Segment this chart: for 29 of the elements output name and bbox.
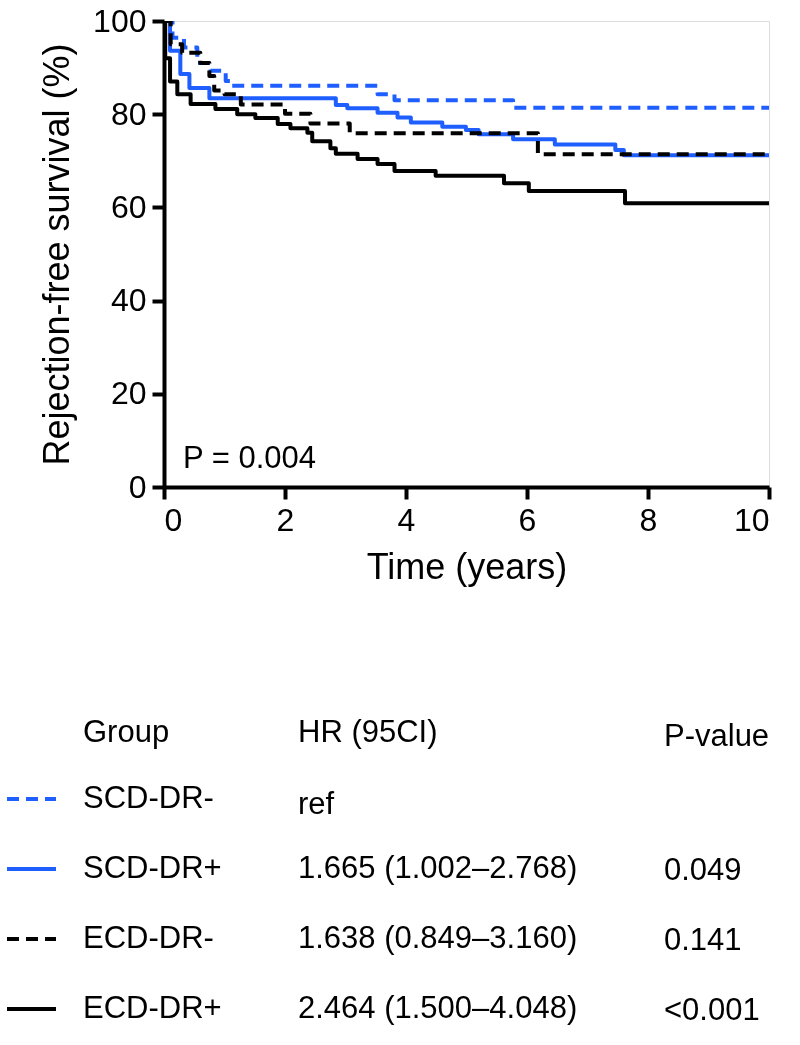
text: <0.001 [664,992,760,1027]
text: 1.665 (1.002–2.768) [298,850,578,885]
x-tick-label: 10 [733,501,770,538]
y-tick-label: 0 [128,468,147,505]
annotation: P = 0.004 [183,440,317,475]
text: 1.638 (0.849–3.160) [298,920,578,955]
x-tick-label: 2 [276,501,295,538]
y-tick-label: 100 [93,2,147,39]
x-tick-label: 0 [164,501,183,538]
legend-label: ECD-DR- [83,920,214,955]
x-tick-label: 8 [639,501,658,538]
text: 2.464 (1.500–4.048) [298,990,578,1025]
x-tick-label: 4 [397,501,416,538]
x-tick-label: 6 [518,501,537,538]
text: 0.049 [664,852,742,887]
text: 0.141 [664,922,742,957]
y-tick-label: 40 [110,282,147,319]
y-tick-label: 60 [110,188,147,225]
text: HR (95CI) [298,714,438,749]
y-tick-label: 20 [110,375,147,412]
legend-label: SCD-DR+ [83,850,222,885]
y-axis-title: Rejection-free survival (%) [36,43,78,466]
y-tick-label: 80 [110,95,147,132]
legend-label: SCD-DR- [83,780,214,815]
text: P-value [664,718,770,753]
legend-title: Group [83,714,170,749]
legend-label: ECD-DR+ [83,990,222,1025]
text: ref [298,786,335,821]
x-axis-title: Time (years) [366,545,568,587]
